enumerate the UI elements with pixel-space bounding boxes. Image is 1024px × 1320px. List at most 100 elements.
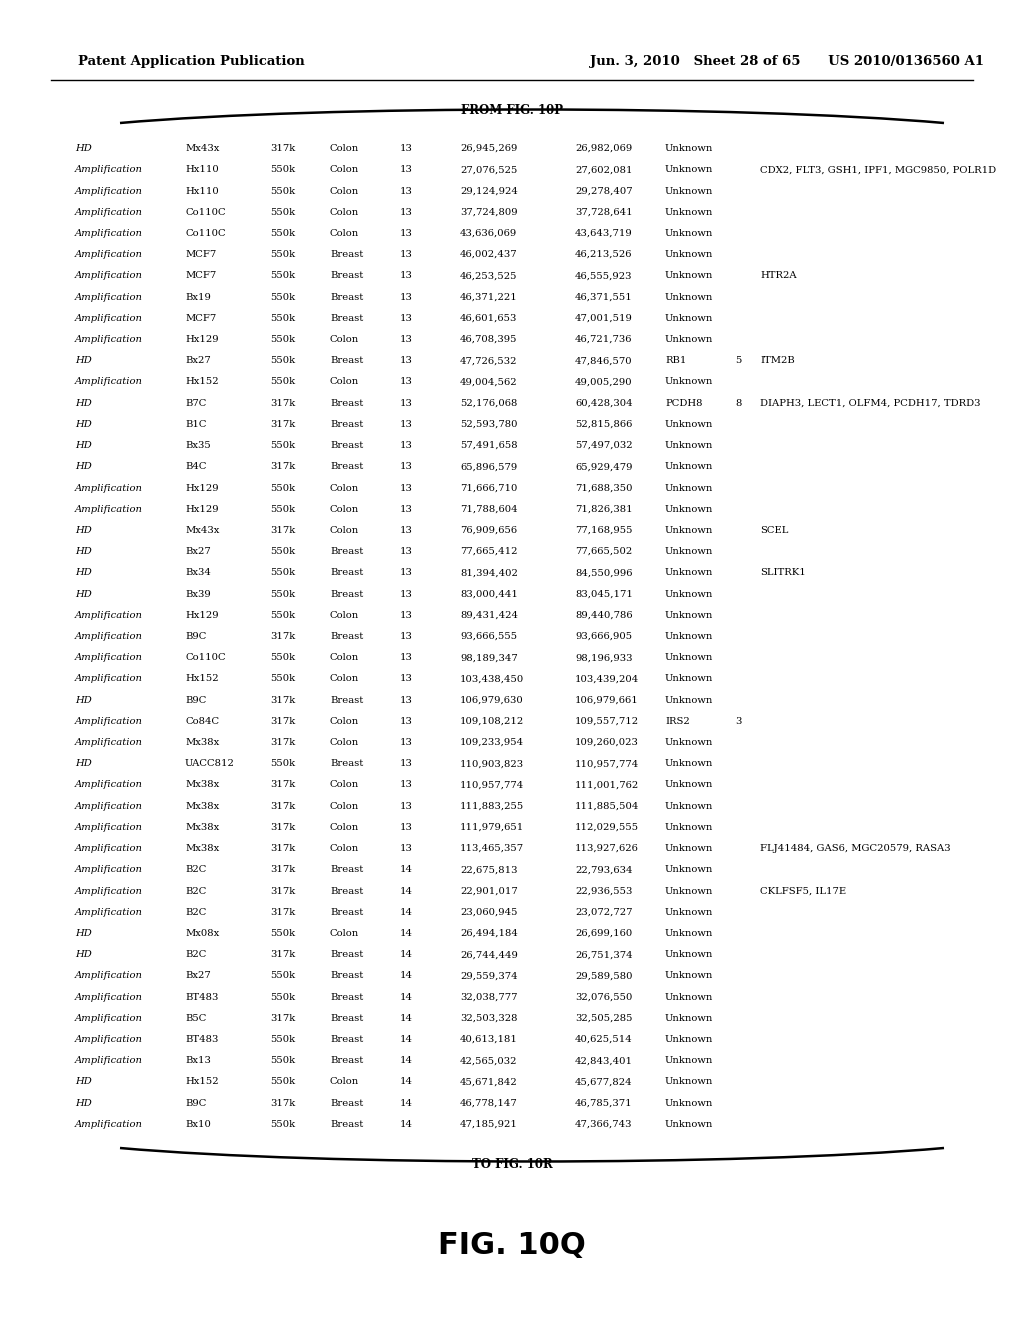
Text: 109,557,712: 109,557,712 <box>575 717 639 726</box>
Text: 13: 13 <box>400 272 413 280</box>
Text: 47,185,921: 47,185,921 <box>460 1119 518 1129</box>
Text: 77,665,502: 77,665,502 <box>575 548 632 556</box>
Text: Unknown: Unknown <box>665 144 714 153</box>
Text: Colon: Colon <box>330 822 359 832</box>
Text: 110,903,823: 110,903,823 <box>460 759 524 768</box>
Text: 57,497,032: 57,497,032 <box>575 441 633 450</box>
Text: 40,625,514: 40,625,514 <box>575 1035 633 1044</box>
Text: 13: 13 <box>400 653 413 663</box>
Text: Unknown: Unknown <box>665 569 714 577</box>
Text: 550k: 550k <box>270 165 295 174</box>
Text: HD: HD <box>75 441 92 450</box>
Text: 110,957,774: 110,957,774 <box>575 759 639 768</box>
Text: 13: 13 <box>400 632 413 642</box>
Text: 13: 13 <box>400 525 413 535</box>
Text: Mx38x: Mx38x <box>185 780 219 789</box>
Text: 22,675,813: 22,675,813 <box>460 866 517 874</box>
Text: 110,957,774: 110,957,774 <box>460 780 524 789</box>
Text: Mx08x: Mx08x <box>185 929 219 939</box>
Text: HD: HD <box>75 525 92 535</box>
Text: 317k: 317k <box>270 399 295 408</box>
Text: 46,371,551: 46,371,551 <box>575 293 633 301</box>
Text: Colon: Colon <box>330 653 359 663</box>
Text: 42,565,032: 42,565,032 <box>460 1056 517 1065</box>
Text: 13: 13 <box>400 399 413 408</box>
Text: 317k: 317k <box>270 908 295 917</box>
Text: HD: HD <box>75 590 92 598</box>
Text: 106,979,630: 106,979,630 <box>460 696 523 705</box>
Text: 13: 13 <box>400 483 413 492</box>
Text: 13: 13 <box>400 186 413 195</box>
Text: 550k: 550k <box>270 272 295 280</box>
Text: Colon: Colon <box>330 801 359 810</box>
Text: Co110C: Co110C <box>185 207 225 216</box>
Text: Bx27: Bx27 <box>185 548 211 556</box>
Text: 550k: 550k <box>270 207 295 216</box>
Text: 45,671,842: 45,671,842 <box>460 1077 518 1086</box>
Text: 83,000,441: 83,000,441 <box>460 590 518 598</box>
Text: 29,589,580: 29,589,580 <box>575 972 633 981</box>
Text: Colon: Colon <box>330 483 359 492</box>
Text: Breast: Breast <box>330 420 364 429</box>
Text: 317k: 317k <box>270 950 295 960</box>
Text: B4C: B4C <box>185 462 207 471</box>
Text: 93,666,555: 93,666,555 <box>460 632 517 642</box>
Text: 550k: 550k <box>270 293 295 301</box>
Text: Colon: Colon <box>330 738 359 747</box>
Text: Breast: Breast <box>330 569 364 577</box>
Text: 550k: 550k <box>270 590 295 598</box>
Text: 84,550,996: 84,550,996 <box>575 569 633 577</box>
Text: 13: 13 <box>400 335 413 345</box>
Text: HD: HD <box>75 929 92 939</box>
Text: B5C: B5C <box>185 1014 207 1023</box>
Text: HD: HD <box>75 356 92 366</box>
Text: Unknown: Unknown <box>665 207 714 216</box>
Text: 111,979,651: 111,979,651 <box>460 822 524 832</box>
Text: Amplification: Amplification <box>75 887 143 895</box>
Text: Amplification: Amplification <box>75 293 143 301</box>
Text: 550k: 550k <box>270 504 295 513</box>
Text: 550k: 550k <box>270 1119 295 1129</box>
Text: 317k: 317k <box>270 696 295 705</box>
Text: 52,176,068: 52,176,068 <box>460 399 517 408</box>
Text: 13: 13 <box>400 441 413 450</box>
Text: 14: 14 <box>400 866 413 874</box>
Text: 65,896,579: 65,896,579 <box>460 462 517 471</box>
Text: 13: 13 <box>400 462 413 471</box>
Text: 26,982,069: 26,982,069 <box>575 144 632 153</box>
Text: Amplification: Amplification <box>75 675 143 684</box>
Text: 550k: 550k <box>270 611 295 620</box>
Text: Bx27: Bx27 <box>185 356 211 366</box>
Text: 106,979,661: 106,979,661 <box>575 696 639 705</box>
Text: 46,778,147: 46,778,147 <box>460 1098 518 1107</box>
Text: 27,076,525: 27,076,525 <box>460 165 517 174</box>
Text: 550k: 550k <box>270 186 295 195</box>
Text: B7C: B7C <box>185 399 207 408</box>
Text: 45,677,824: 45,677,824 <box>575 1077 633 1086</box>
Text: 8: 8 <box>735 399 741 408</box>
Text: Colon: Colon <box>330 675 359 684</box>
Text: 32,503,328: 32,503,328 <box>460 1014 517 1023</box>
Text: 13: 13 <box>400 590 413 598</box>
Text: 109,233,954: 109,233,954 <box>460 738 524 747</box>
Text: Breast: Breast <box>330 272 364 280</box>
Text: 111,883,255: 111,883,255 <box>460 801 524 810</box>
Text: TO FIG. 10R: TO FIG. 10R <box>472 1159 552 1172</box>
Text: 14: 14 <box>400 1035 413 1044</box>
Text: Hx129: Hx129 <box>185 335 219 345</box>
Text: Hx129: Hx129 <box>185 483 219 492</box>
Text: HD: HD <box>75 399 92 408</box>
Text: Unknown: Unknown <box>665 1119 714 1129</box>
Text: MCF7: MCF7 <box>185 272 216 280</box>
Text: 26,945,269: 26,945,269 <box>460 144 517 153</box>
Text: Amplification: Amplification <box>75 1119 143 1129</box>
Text: Unknown: Unknown <box>665 950 714 960</box>
Text: 13: 13 <box>400 504 413 513</box>
Text: 13: 13 <box>400 738 413 747</box>
Text: 317k: 317k <box>270 843 295 853</box>
Text: 13: 13 <box>400 144 413 153</box>
Text: Breast: Breast <box>330 293 364 301</box>
Text: 550k: 550k <box>270 548 295 556</box>
Text: MCF7: MCF7 <box>185 251 216 259</box>
Text: 13: 13 <box>400 843 413 853</box>
